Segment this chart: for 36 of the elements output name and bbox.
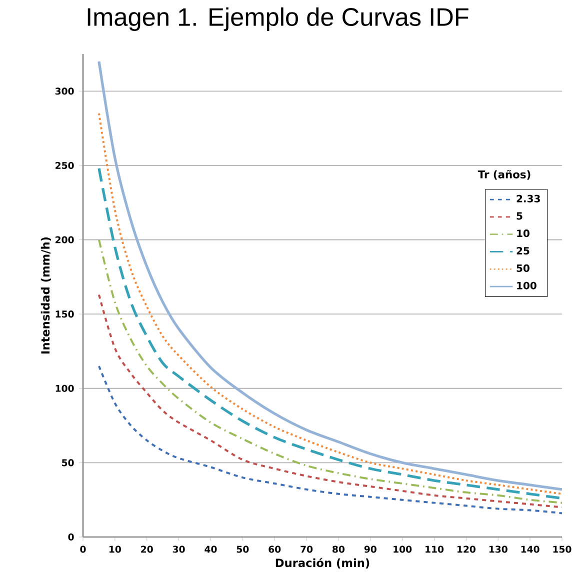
x-tick-label: 10 <box>109 546 121 553</box>
x-tick-label: 100 <box>394 546 412 553</box>
x-tick-label: 50 <box>236 546 249 553</box>
y-tick-label: 300 <box>55 88 74 95</box>
legend-label: 10 <box>517 230 530 238</box>
y-tick-label: 150 <box>56 310 74 318</box>
y-tick-label: 100 <box>56 384 74 392</box>
y-tick-label: 200 <box>55 236 74 244</box>
legend-title: Tr (años) <box>478 170 530 180</box>
x-axis-title: Duración (min) <box>276 558 370 568</box>
x-tick-label: 0 <box>80 546 86 553</box>
x-tick-label: 150 <box>553 546 572 553</box>
chart-title: Imagen 1. Ejemplo de Curvas IDF <box>88 7 468 31</box>
legend-label: 50 <box>516 264 530 272</box>
x-tick-label: 90 <box>364 546 376 553</box>
y-tick-label: 0 <box>68 533 74 541</box>
line-series <box>98 238 562 504</box>
legend-label: 25 <box>516 246 530 255</box>
line-series <box>98 167 562 500</box>
x-tick-label: 40 <box>204 546 217 553</box>
x-tick-label: 60 <box>268 546 281 553</box>
x-tick-label: 70 <box>300 546 312 553</box>
y-tick-label: 50 <box>62 459 74 466</box>
x-tick-label: 30 <box>172 546 185 553</box>
legend-label: 2.33 <box>516 194 540 202</box>
x-tick-label: 130 <box>489 546 508 553</box>
y-tick-label: 250 <box>55 162 74 169</box>
x-tick-label: 120 <box>457 546 476 553</box>
x-tick-label: 140 <box>521 546 540 553</box>
x-tick-label: 20 <box>141 546 153 553</box>
x-tick-label: 110 <box>425 546 444 553</box>
legend-label: 100 <box>517 282 536 290</box>
line-series <box>98 365 562 514</box>
y-axis-title: Intensidad (mm/h) <box>40 237 51 354</box>
legend-label: 5 <box>516 212 522 220</box>
x-tick-label: 80 <box>332 546 344 553</box>
